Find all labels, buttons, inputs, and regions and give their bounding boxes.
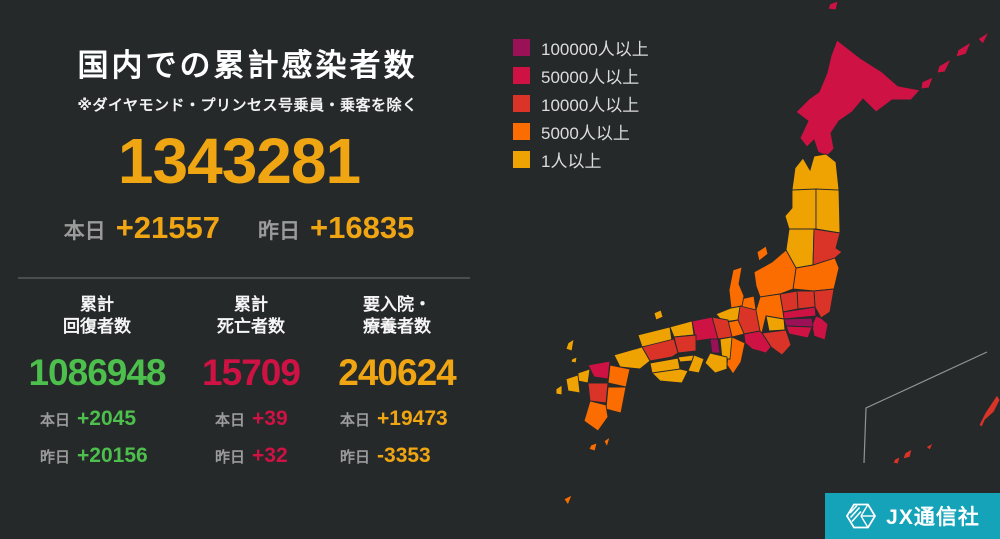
brand-label: JX通信社 bbox=[886, 506, 980, 529]
prefecture-kanagawa bbox=[785, 325, 813, 339]
legend-swatch bbox=[513, 123, 530, 140]
legend-item: 100000人以上 bbox=[513, 38, 649, 59]
island-iriomote bbox=[892, 456, 901, 465]
legend-swatch bbox=[513, 39, 530, 56]
prefecture-kumamoto bbox=[587, 382, 609, 404]
prefecture-nara bbox=[719, 336, 733, 360]
island-sado bbox=[756, 245, 769, 262]
brand-box: JX通信社 bbox=[825, 493, 1000, 539]
today-label: 本日 bbox=[340, 412, 371, 430]
hospitalized-count: 240624 bbox=[338, 352, 456, 394]
yesterday-label: 昨日 bbox=[340, 449, 371, 467]
today-delta: +21557 bbox=[115, 210, 220, 245]
prefecture-tochigi bbox=[796, 290, 816, 310]
today-label: 本日 bbox=[40, 412, 71, 430]
prefecture-fukuoka bbox=[587, 360, 611, 380]
stat-title: 累計 死亡者数 bbox=[217, 295, 285, 337]
island-miyako bbox=[925, 441, 934, 451]
prefecture-miyagi bbox=[812, 228, 843, 266]
recovered-today-delta: +2045 bbox=[77, 407, 136, 431]
legend-swatch bbox=[513, 67, 530, 84]
legend-item: 5000人以上 bbox=[513, 122, 649, 143]
prefecture-niigata bbox=[753, 249, 797, 298]
prefecture-aomori bbox=[791, 153, 840, 191]
island-tanegashima bbox=[603, 435, 611, 449]
island-kuril-2 bbox=[936, 57, 953, 74]
island-amami bbox=[563, 494, 573, 506]
island-okinawa-main bbox=[978, 394, 1000, 428]
prefecture-saga bbox=[577, 368, 591, 384]
island-kuril-3 bbox=[955, 40, 972, 58]
legend-swatch bbox=[513, 151, 530, 168]
prefecture-wakayama bbox=[704, 352, 728, 374]
prefecture-kochi bbox=[651, 368, 689, 384]
prefecture-kagoshima bbox=[583, 400, 609, 432]
stat-col-deaths: 累計 死亡者数 15709 本日 +39 昨日 +32 bbox=[181, 294, 321, 468]
prefecture-ibaraki bbox=[813, 288, 835, 319]
today-label: 本日 bbox=[215, 412, 246, 430]
hospitalized-today-delta: +19473 bbox=[377, 407, 448, 431]
prefecture-tottori bbox=[669, 320, 695, 338]
prefecture-chiba bbox=[811, 315, 829, 341]
island-kuril-1 bbox=[920, 76, 934, 90]
yesterday-label: 昨日 bbox=[258, 220, 300, 243]
stat-col-recovered: 累計 回復者数 1086948 本日 +2045 昨日 +20156 bbox=[17, 294, 177, 468]
prefecture-akita bbox=[784, 188, 817, 230]
prefecture-yamanashi bbox=[765, 315, 786, 332]
stats-panel: 国内での累計感染者数 ※ダイヤモンド・プリンセス号乗員・乗客を除く 134328… bbox=[0, 0, 495, 539]
deaths-today-delta: +39 bbox=[252, 407, 288, 431]
legend-item: 1人以上 bbox=[513, 150, 649, 171]
japan-choropleth-map bbox=[530, 0, 1000, 539]
prefecture-miyazaki bbox=[605, 386, 627, 414]
stat-title: 累計 回復者数 bbox=[63, 295, 131, 337]
island-rishiri bbox=[827, 0, 839, 11]
legend-item: 50000人以上 bbox=[513, 66, 649, 87]
island-kuril-4 bbox=[977, 30, 991, 45]
prefecture-hokkaido bbox=[795, 39, 921, 157]
island-iki bbox=[570, 356, 578, 364]
prefecture-tokyo bbox=[783, 317, 814, 328]
divider bbox=[18, 277, 470, 279]
deaths-count: 15709 bbox=[202, 352, 301, 394]
hospitalized-yesterday-delta: -3353 bbox=[377, 444, 431, 468]
stat-col-hospitalized: 要入院・ 療養者数 240624 本日 +19473 昨日 -3353 bbox=[327, 294, 467, 468]
recovered-yesterday-delta: +20156 bbox=[77, 444, 148, 468]
prefecture-tokushima bbox=[687, 354, 705, 374]
legend-swatch bbox=[513, 95, 530, 112]
prefecture-ishikawa bbox=[728, 266, 745, 309]
prefecture-iwate bbox=[815, 188, 841, 234]
prefecture-osaka bbox=[709, 338, 721, 354]
yesterday-label: 昨日 bbox=[40, 449, 71, 467]
island-ishigaki bbox=[902, 448, 913, 460]
prefecture-aichi bbox=[743, 330, 772, 354]
prefecture-nagasaki bbox=[565, 374, 581, 394]
yesterday-delta: +16835 bbox=[310, 210, 415, 245]
prefecture-yamaguchi bbox=[613, 346, 651, 370]
total-delta-row: 本日 +21557 昨日 +16835 bbox=[0, 210, 478, 246]
stat-title: 要入院・ 療養者数 bbox=[363, 295, 431, 337]
recovered-count: 1086948 bbox=[28, 352, 166, 394]
island-yakushima bbox=[588, 442, 598, 452]
okinawa-inset-border bbox=[863, 351, 988, 464]
prefecture-oita bbox=[607, 364, 631, 388]
deaths-yesterday-delta: +32 bbox=[252, 444, 288, 468]
map-legend: 100000人以上 50000人以上 10000人以上 5000人以上 1人以上 bbox=[513, 38, 649, 178]
island-oki bbox=[653, 309, 664, 321]
yesterday-label: 昨日 bbox=[215, 449, 246, 467]
jx-logo-icon bbox=[846, 503, 877, 529]
page-subtitle: ※ダイヤモンド・プリンセス号乗員・乗客を除く bbox=[77, 97, 418, 114]
island-tsushima bbox=[565, 338, 575, 352]
today-label: 本日 bbox=[63, 220, 106, 243]
legend-item: 10000人以上 bbox=[513, 94, 649, 115]
total-infections-count: 1343281 bbox=[117, 125, 361, 197]
page-title: 国内での累計感染者数 bbox=[77, 48, 418, 83]
island-goto bbox=[555, 384, 563, 396]
prefecture-fukushima bbox=[792, 257, 840, 292]
